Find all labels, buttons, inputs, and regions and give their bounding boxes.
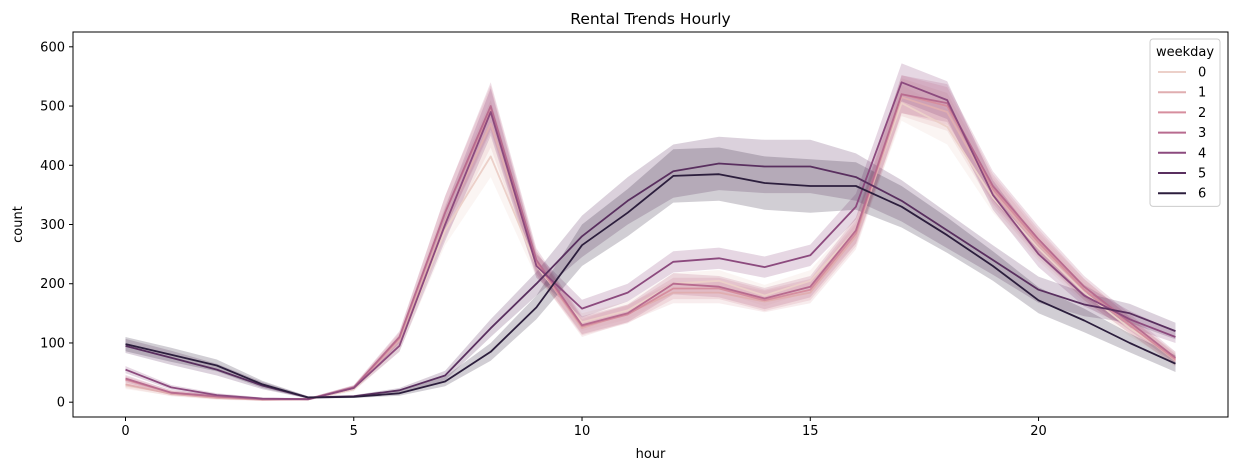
legend-label-4: 4 [1198,146,1206,161]
y-axis-ticks: 0 100 200 300 400 500 600 [40,40,73,411]
legend-label-5: 5 [1198,167,1206,182]
confidence-band-6 [125,147,1176,399]
x-tick-label: 10 [574,424,591,439]
y-tick-label: 0 [57,396,65,411]
series-line-3 [125,93,1177,401]
x-axis-ticks: 0 5 10 15 20 [121,417,1047,439]
legend-title: weekday [1156,45,1214,60]
legend-label-2: 2 [1198,106,1206,121]
legend-label-6: 6 [1198,187,1206,202]
series-lines [125,81,1177,401]
confidence-bands [125,63,1176,401]
confidence-band-0 [125,85,1176,401]
chart-title: Rental Trends Hourly [570,10,730,28]
confidence-band-4 [125,63,1176,401]
legend-label-3: 3 [1198,126,1206,141]
legend: weekday 0 1 2 3 4 5 6 [1149,38,1221,207]
x-tick-label: 15 [802,424,819,439]
legend-label-0: 0 [1198,66,1206,81]
y-tick-label: 200 [40,277,65,292]
series-line-1 [125,96,1177,401]
legend-box [1149,38,1221,207]
y-tick-label: 300 [40,218,65,233]
legend-label-1: 1 [1198,86,1206,101]
y-tick-label: 600 [40,40,65,55]
plot-frame [72,31,1229,418]
x-tick-label: 5 [350,424,358,439]
legend-items: 0 1 2 3 4 5 6 [1158,66,1206,202]
series-line-0 [125,102,1176,401]
y-axis-label: count [11,206,26,243]
series-line-6 [125,173,1176,399]
y-tick-label: 100 [40,336,65,351]
x-tick-label: 20 [1030,424,1047,439]
y-tick-label: 400 [40,159,65,174]
x-tick-label: 0 [121,424,129,439]
x-axis-label: hour [636,447,666,462]
series-line-4 [125,81,1176,401]
y-tick-label: 500 [40,100,65,115]
series-line-2 [125,93,1177,401]
confidence-band-5 [125,136,1176,399]
